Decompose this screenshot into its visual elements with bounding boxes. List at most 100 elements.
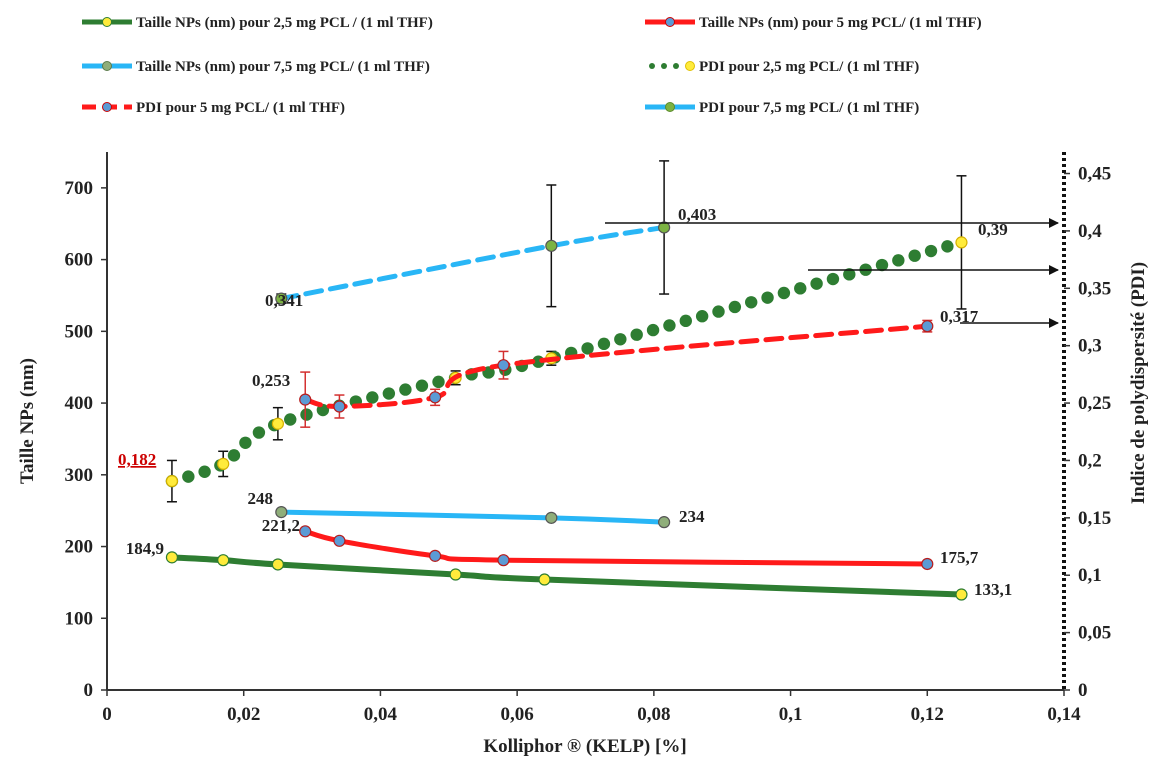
x-tick-label: 0,08	[637, 704, 670, 725]
y2-axis-title: Indice de polydispersité (PDI)	[1128, 262, 1149, 504]
data-point	[538, 573, 551, 586]
data-point	[545, 511, 558, 524]
data-point	[658, 221, 671, 234]
legend-item-1: Taille NPs (nm) pour 2,5 mg PCL / (1 ml …	[82, 15, 433, 31]
series-dot	[810, 277, 823, 290]
legend-marker-5	[102, 102, 112, 112]
y2-tick-label: 0,45	[1078, 164, 1111, 185]
series-dot	[581, 342, 594, 355]
y2-ticks: 0 0,05 0,1 0,15 0,2 0,25 0,3 0,35 0,4 0,45	[1064, 164, 1111, 701]
y-tick-label: 200	[65, 537, 94, 558]
legend-label-4: PDI pour 2,5 mg PCL/ (1 ml THF)	[699, 59, 919, 75]
data-point	[497, 554, 510, 567]
legend-marker-2	[665, 17, 675, 27]
label-248: 248	[248, 489, 274, 508]
series-dot	[284, 413, 297, 426]
series-dot	[432, 375, 445, 389]
legend-marker-3	[102, 61, 112, 71]
label-0-317: 0,317	[940, 307, 979, 326]
data-point	[217, 554, 230, 567]
series-dot	[198, 465, 211, 478]
data-point	[545, 239, 558, 252]
label-0-341: 0,341	[265, 291, 303, 310]
data-point	[271, 558, 284, 571]
series-dot	[399, 383, 412, 396]
y-tick-label: 400	[65, 393, 94, 414]
x-axis-title: Kolliphor ® (KELP) [%]	[483, 736, 686, 757]
y2-tick-label: 0,4	[1078, 221, 1102, 242]
x-tick-label: 0,12	[911, 704, 944, 725]
label-234: 234	[679, 507, 705, 526]
data-point	[165, 475, 179, 488]
data-labels: 184,9 221,2 248 234 175,7 133,1 0,182 0,…	[118, 205, 1012, 599]
data-point	[921, 557, 934, 571]
y2-tick-label: 0,15	[1078, 508, 1111, 529]
series-dot	[252, 426, 266, 439]
legend-label-2: Taille NPs (nm) pour 5 mg PCL/ (1 ml THF…	[699, 15, 982, 31]
series-dot	[826, 272, 840, 286]
series-dot	[875, 258, 889, 272]
y-tick-label: 100	[65, 608, 94, 629]
data-point	[217, 457, 230, 470]
series-dot	[892, 254, 905, 267]
series-5	[299, 319, 934, 428]
y2-tick-label: 0,3	[1078, 336, 1102, 357]
legend-label-6: PDI pour 7,5 mg PCL/ (1 ml THF)	[699, 100, 919, 116]
y-tick-label: 600	[65, 250, 94, 271]
x-ticks: 0 0,02 0,04 0,06 0,08 0,1 0,12 0,14	[102, 690, 1081, 725]
label-0-253: 0,253	[252, 371, 290, 390]
series-3	[275, 506, 671, 529]
series-6	[275, 160, 671, 308]
y2-tick-label: 0,35	[1078, 278, 1111, 299]
label-184-9: 184,9	[126, 539, 164, 558]
legend: Taille NPs (nm) pour 2,5 mg PCL / (1 ml …	[82, 15, 982, 116]
legend-dot-4b	[661, 63, 667, 69]
axes: 0 0,02 0,04 0,06 0,08 0,1 0,12 0,14 0 100 200 300 4…	[17, 152, 1149, 757]
label-0-182: 0,182	[118, 450, 156, 469]
legend-marker-4	[685, 61, 695, 71]
label-0-403: 0,403	[678, 205, 716, 224]
series-4	[165, 175, 968, 503]
series-dot	[239, 436, 252, 449]
y-tick-label: 0	[84, 680, 94, 701]
data-point	[333, 534, 346, 547]
y-tick-label: 700	[65, 178, 94, 199]
series-dot	[366, 391, 379, 404]
series-dot	[908, 249, 921, 262]
series-layer	[165, 160, 968, 601]
x-tick-label: 0,04	[364, 704, 398, 725]
x-tick-label: 0,14	[1047, 704, 1081, 725]
series-dot	[777, 286, 791, 300]
y-axis-title: Taille NPs (nm)	[17, 358, 38, 484]
series-dot	[182, 470, 195, 483]
legend-marker-1	[102, 17, 112, 27]
series-dot	[745, 296, 758, 309]
series-dot	[712, 305, 725, 318]
data-point	[429, 549, 442, 562]
y-tick-label: 300	[65, 465, 94, 486]
series-dot	[630, 328, 643, 341]
data-point	[299, 525, 312, 538]
y2-tick-label: 0	[1078, 680, 1088, 701]
data-point	[955, 588, 968, 601]
series-line	[278, 509, 667, 525]
data-point	[333, 400, 346, 413]
series-dot	[761, 291, 774, 304]
x-tick-label: 0,1	[779, 704, 803, 725]
data-point	[299, 393, 312, 406]
legend-dot-4a	[649, 63, 655, 69]
data-point	[429, 391, 442, 404]
annotation-arrows	[605, 218, 1059, 328]
series-dot	[227, 449, 241, 462]
series-2	[299, 525, 934, 571]
label-133-1: 133,1	[974, 580, 1012, 599]
label-0-39: 0,39	[978, 220, 1008, 239]
data-point	[275, 292, 288, 305]
series-dot	[646, 323, 660, 337]
legend-marker-6	[665, 102, 675, 112]
legend-dot-4c	[673, 63, 679, 69]
data-point	[658, 516, 671, 529]
x-tick-label: 0	[102, 704, 112, 725]
series-dot	[728, 300, 742, 314]
data-point	[165, 551, 179, 564]
